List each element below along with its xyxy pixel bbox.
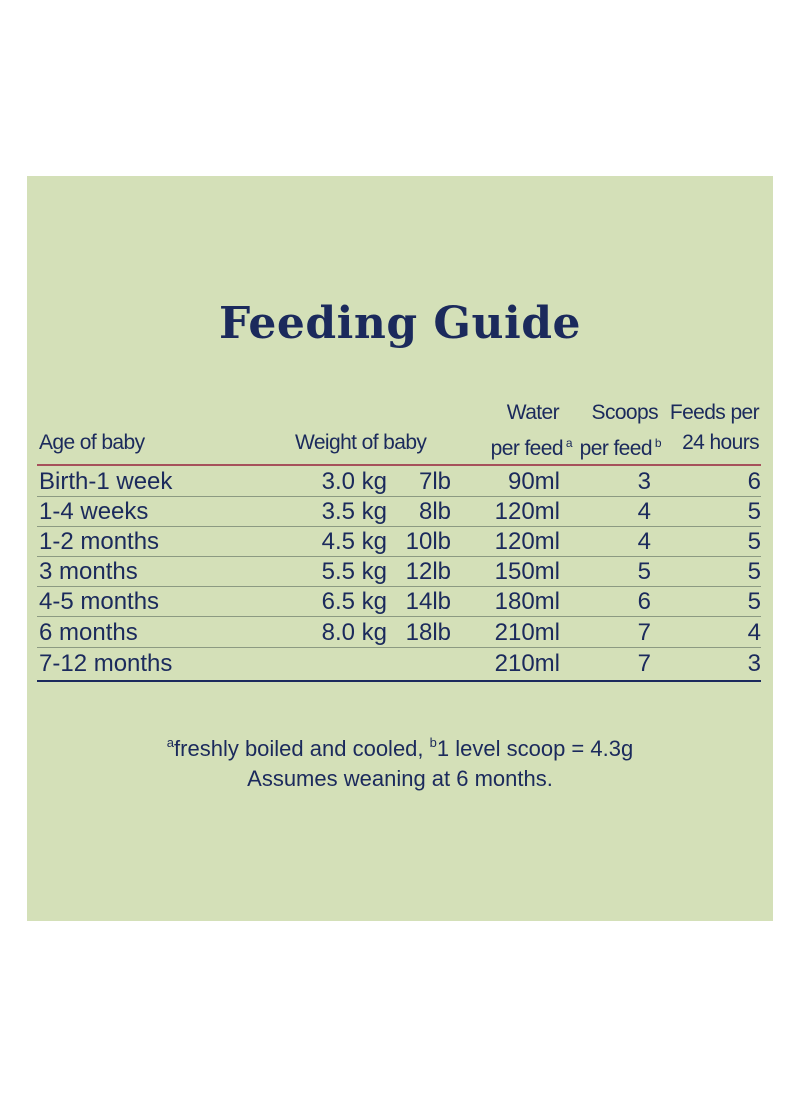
weight-kg-cell: 3.0 kg xyxy=(321,468,387,495)
header-scoops-line2: per feed b xyxy=(579,428,662,464)
water-cell: 210ml xyxy=(494,619,560,646)
weight-kg-cell: 4.5 kg xyxy=(321,528,387,555)
header-rule xyxy=(37,464,761,466)
table-row: 7-12 months 210ml 7 3 xyxy=(37,649,761,679)
feeds-cell: 5 xyxy=(747,528,761,555)
feeds-cell: 5 xyxy=(747,588,761,615)
table-row: 6 months 8.0 kg 18lb 210ml 7 4 xyxy=(37,618,761,648)
water-cell: 120ml xyxy=(494,498,560,525)
feeds-cell: 6 xyxy=(747,468,761,495)
row-divider xyxy=(37,616,761,617)
header-feeds-line1: Feeds per xyxy=(669,401,760,424)
header-weight: Weight of baby xyxy=(295,431,427,454)
table-row: 1-2 months 4.5 kg 10lb 120ml 4 5 xyxy=(37,527,761,557)
header-scoops-sup: b xyxy=(654,436,662,450)
table-bottom-rule xyxy=(37,680,761,682)
age-cell: 7-12 months xyxy=(39,650,173,677)
row-divider xyxy=(37,556,761,557)
age-cell: 3 months xyxy=(39,558,138,585)
footnote-weaning: Assumes weaning at 6 months. xyxy=(247,766,553,791)
water-cell: 120ml xyxy=(494,528,560,555)
row-divider xyxy=(37,647,761,648)
weight-lb-cell: 8lb xyxy=(418,498,451,525)
page-title: Feeding Guide xyxy=(219,298,581,349)
feeds-cell: 5 xyxy=(747,498,761,525)
weight-lb-cell: 18lb xyxy=(405,619,451,646)
scoops-cell: 7 xyxy=(637,619,651,646)
row-divider xyxy=(37,586,761,587)
weight-kg-cell: 3.5 kg xyxy=(321,498,387,525)
header-water-line1: Water xyxy=(506,401,560,424)
row-divider xyxy=(37,496,761,497)
age-cell: Birth-1 week xyxy=(39,468,173,495)
header-scoops-line1: Scoops xyxy=(591,401,659,424)
water-cell: 210ml xyxy=(494,650,560,677)
water-cell: 180ml xyxy=(494,588,560,615)
header-water-label: per feed xyxy=(490,437,564,460)
weight-lb-cell: 12lb xyxy=(405,558,451,585)
header-water-sup: a xyxy=(565,436,573,450)
weight-lb-cell: 14lb xyxy=(405,588,451,615)
feeding-guide-panel: Feeding Guide Age of baby Weight of baby… xyxy=(27,176,773,921)
scoops-cell: 7 xyxy=(637,650,651,677)
feeds-cell: 3 xyxy=(747,650,761,677)
weight-lb-cell: 7lb xyxy=(418,468,451,495)
feeds-cell: 5 xyxy=(747,558,761,585)
table-row: 3 months 5.5 kg 12lb 150ml 5 5 xyxy=(37,557,761,587)
scoops-cell: 5 xyxy=(637,558,651,585)
header-water-line2: per feed a xyxy=(490,428,573,464)
weight-kg-cell: 6.5 kg xyxy=(321,588,387,615)
water-cell: 90ml xyxy=(507,468,560,495)
feeds-cell: 4 xyxy=(747,619,761,646)
table-row: 4-5 months 6.5 kg 14lb 180ml 6 5 xyxy=(37,587,761,617)
table-row: Birth-1 week 3.0 kg 7lb 90ml 3 6 xyxy=(37,467,761,497)
age-cell: 1-2 months xyxy=(39,528,160,555)
footnote-a-marker: a xyxy=(166,735,175,750)
age-cell: 6 months xyxy=(39,619,138,646)
footnote-preparation: afreshly boiled and cooled, b1 level sco… xyxy=(27,726,773,766)
age-cell: 4-5 months xyxy=(39,588,160,615)
scoops-cell: 6 xyxy=(637,588,651,615)
footnote-b-marker: b xyxy=(429,735,437,750)
scoops-cell: 4 xyxy=(637,528,651,555)
water-cell: 150ml xyxy=(494,558,560,585)
footnote-a-text: freshly boiled and cooled, xyxy=(174,736,430,761)
row-divider xyxy=(37,526,761,527)
weight-lb-cell: 10lb xyxy=(405,528,451,555)
age-cell: 1-4 weeks xyxy=(39,498,149,525)
footnote-b-text: 1 level scoop = 4.3g xyxy=(436,736,634,761)
weight-kg-cell: 8.0 kg xyxy=(321,619,387,646)
scoops-cell: 4 xyxy=(637,498,651,525)
table-row: 1-4 weeks 3.5 kg 8lb 120ml 4 5 xyxy=(37,497,761,527)
weight-kg-cell: 5.5 kg xyxy=(321,558,387,585)
header-feeds-line2: 24 hours xyxy=(682,431,760,454)
scoops-cell: 3 xyxy=(637,468,651,495)
header-scoops-label: per feed xyxy=(579,437,653,460)
header-age: Age of baby xyxy=(39,431,145,454)
